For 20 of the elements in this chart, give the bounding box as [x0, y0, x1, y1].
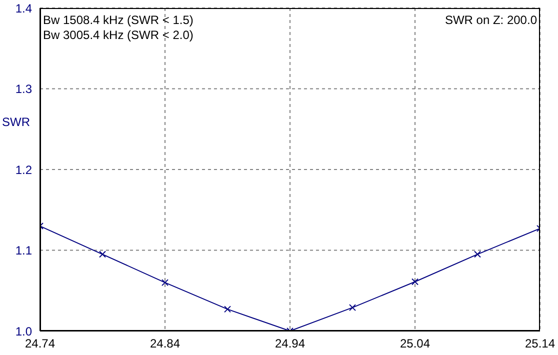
- x-tick-label: 24.84: [150, 336, 180, 351]
- y-tick-label: 1.2: [15, 162, 32, 177]
- annotation: Bw 1508.4 kHz (SWR < 1.5): [43, 13, 194, 28]
- annotation: SWR on Z: 200.0: [444, 13, 537, 28]
- point: [224, 306, 231, 313]
- y-axis-title: SWR: [2, 114, 30, 129]
- y-tick-label: 1.1: [15, 244, 32, 258]
- point: [99, 250, 106, 258]
- annotation: Bw 3005.4 kHz (SWR < 2.0): [43, 28, 194, 43]
- y-tick-label: 1.0: [15, 324, 32, 338]
- point: [162, 279, 168, 286]
- point: [474, 250, 481, 258]
- x-tick-label: 25.04: [400, 336, 430, 351]
- point: [412, 278, 418, 286]
- x-tick-label: 25.14: [524, 336, 556, 351]
- x-tick-label: 24.74: [24, 336, 56, 351]
- x-tick-label: 24.94: [274, 336, 306, 351]
- point: [349, 304, 356, 312]
- y-tick-label: 1.4: [15, 1, 32, 16]
- y-tick-label: 1.3: [15, 82, 32, 96]
